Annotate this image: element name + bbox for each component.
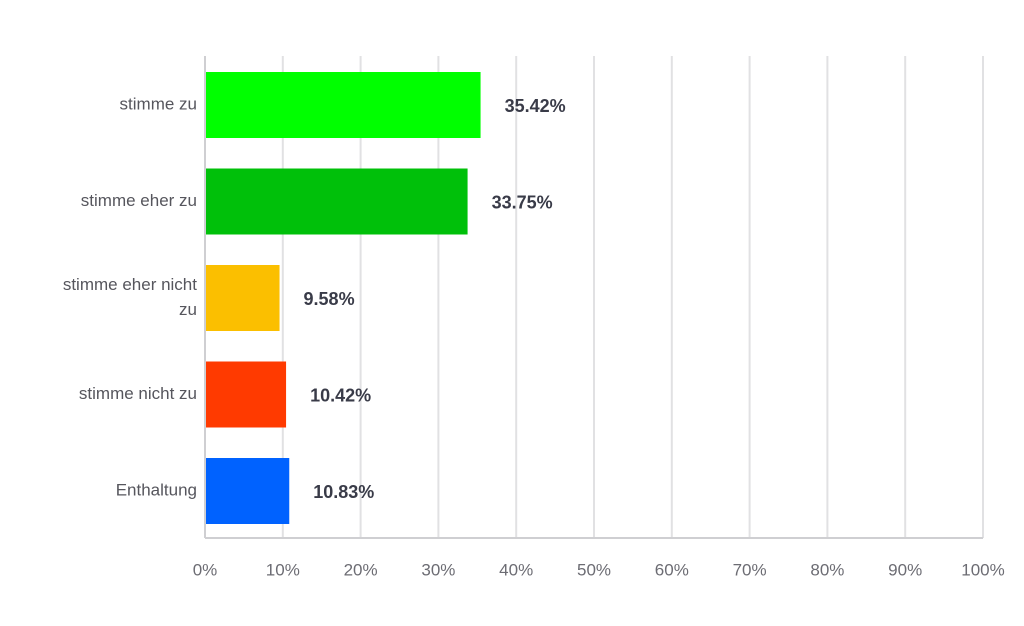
x-tick-label: 20% — [344, 560, 378, 579]
category-label: stimme zu — [120, 94, 197, 113]
bar-stimme-eher-nicht-zu — [205, 265, 280, 331]
x-tick-label: 70% — [733, 560, 767, 579]
x-tick-label: 30% — [421, 560, 455, 579]
bar-stimme-zu — [205, 72, 481, 138]
value-label: 33.75% — [492, 192, 553, 212]
x-tick-label: 90% — [888, 560, 922, 579]
category-label: stimme nicht zu — [79, 384, 197, 403]
value-label: 9.58% — [304, 289, 355, 309]
x-tick-label: 10% — [266, 560, 300, 579]
category-label: Enthaltung — [116, 480, 197, 499]
bar-stimme-eher-zu — [205, 168, 468, 235]
bar-stimme-nicht-zu — [205, 361, 287, 428]
x-tick-label: 100% — [961, 560, 1004, 579]
x-tick-label: 60% — [655, 560, 689, 579]
x-tick-label: 80% — [810, 560, 844, 579]
category-label: stimme eher zu — [81, 191, 197, 210]
category-label: stimme eher nicht zu — [63, 275, 197, 319]
value-label: 10.83% — [313, 482, 374, 502]
bar-enthaltung — [205, 458, 290, 524]
value-label: 35.42% — [505, 96, 566, 116]
x-tick-label: 40% — [499, 560, 533, 579]
value-label: 10.42% — [310, 385, 371, 405]
x-tick-label: 0% — [193, 560, 218, 579]
x-tick-label: 50% — [577, 560, 611, 579]
